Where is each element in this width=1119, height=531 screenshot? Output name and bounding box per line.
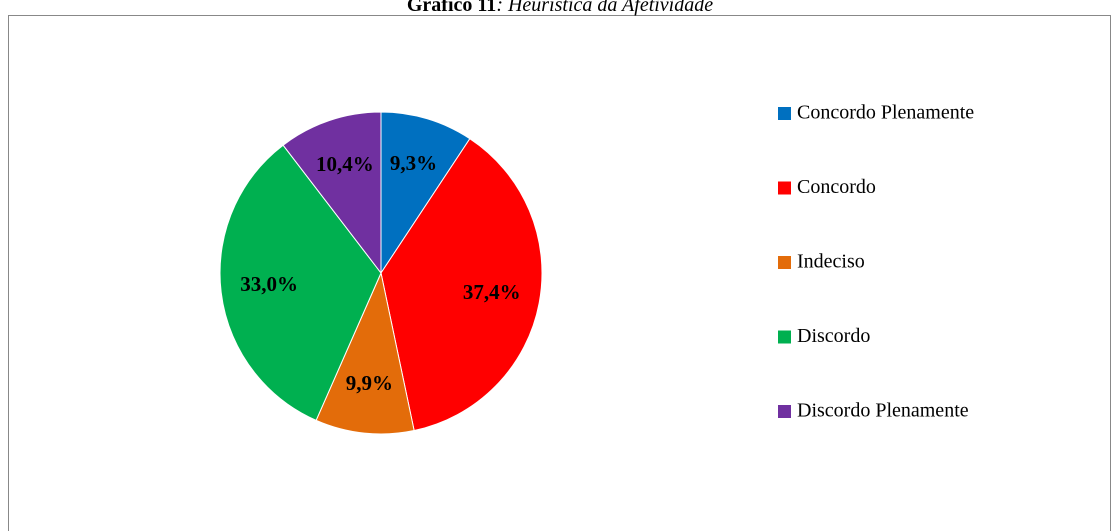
legend-swatch (778, 330, 791, 344)
legend-label: Discordo Plenamente (797, 400, 969, 422)
pie-slice (315, 271, 415, 435)
data-label: 9,9% (346, 371, 393, 395)
legend-label: Indeciso (797, 251, 865, 273)
data-label: 33,0% (240, 272, 298, 296)
chart-frame (8, 15, 1111, 531)
legend-swatch (778, 181, 791, 195)
pie-slice (380, 138, 543, 432)
legend-label: Concordo (797, 176, 876, 198)
legend-label: Discordo (797, 325, 870, 347)
data-label: 9,3% (390, 151, 437, 175)
pie-slice (380, 111, 471, 275)
title-number: Gráfico 11 (407, 0, 496, 16)
data-label: 10,4% (316, 152, 374, 176)
legend-swatch (778, 107, 791, 120)
title-text: : Heurística da Afetividade (496, 0, 713, 16)
pie-slice (282, 111, 382, 275)
legend-label: Concordo Plenamente (797, 102, 974, 124)
chart-title: Gráfico 11: Heurística da Afetividade (407, 0, 713, 16)
pie-slice (219, 144, 382, 422)
legend-swatch (778, 405, 791, 418)
legend-swatch (778, 256, 791, 269)
data-label: 37,4% (463, 280, 521, 304)
